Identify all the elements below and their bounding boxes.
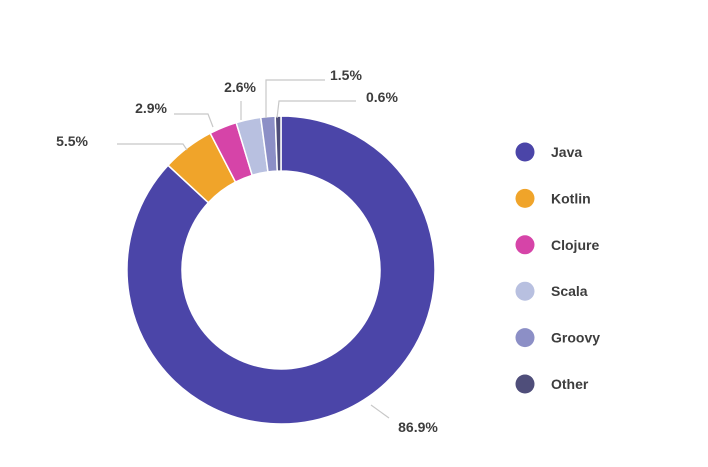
legend-item-other: Other [515, 374, 589, 394]
leader-line-clojure [174, 113, 214, 128]
legend-swatch-java [515, 142, 535, 162]
legend-item-kotlin: Kotlin [515, 188, 591, 208]
value-label-groovy: 1.5% [330, 67, 362, 83]
legend-swatch-kotlin [515, 188, 535, 208]
legend-label-other: Other [551, 376, 589, 392]
legend-swatch-groovy [515, 328, 535, 348]
leader-line-groovy [265, 79, 325, 118]
value-label-java: 86.9% [398, 419, 438, 435]
legend-item-scala: Scala [515, 281, 588, 301]
leader-line-java [370, 404, 390, 419]
legend-label-scala: Scala [551, 283, 588, 299]
legend-item-java: Java [515, 142, 582, 162]
legend-item-groovy: Groovy [515, 328, 600, 348]
leader-lines-layer [117, 79, 390, 419]
value-label-other: 0.6% [366, 89, 398, 105]
legend-label-kotlin: Kotlin [551, 190, 591, 206]
slice-java [126, 115, 436, 425]
value-label-clojure: 2.9% [135, 100, 167, 116]
leader-line-other [276, 100, 356, 119]
legend-swatch-other [515, 374, 535, 394]
value-label-scala: 2.6% [224, 79, 256, 95]
legend-label-clojure: Clojure [551, 237, 599, 253]
leader-line-kotlin [117, 143, 188, 151]
legend-swatch-clojure [515, 235, 535, 255]
value-label-kotlin: 5.5% [56, 133, 88, 149]
legend: Java Kotlin Clojure Scala Groovy Other [515, 142, 600, 394]
legend-label-java: Java [551, 144, 582, 160]
slice-labels-layer: 86.9% 5.5% 2.9% 2.6% 1.5%0.6% [56, 67, 438, 435]
legend-item-clojure: Clojure [515, 235, 599, 255]
legend-swatch-scala [515, 281, 535, 301]
slices-layer [126, 115, 436, 425]
legend-label-groovy: Groovy [551, 330, 600, 346]
